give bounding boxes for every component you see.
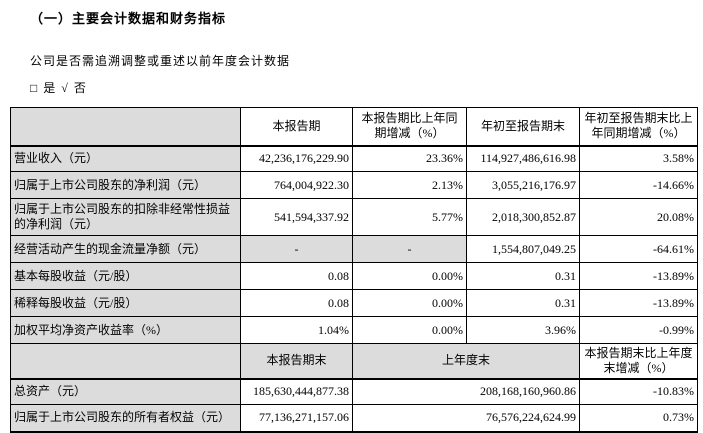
restatement-answer: □ 是 √ 否: [30, 79, 703, 96]
metric-value: -: [240, 235, 353, 263]
metric-label: 归属于上市公司股东的净利润（元）: [10, 171, 241, 199]
metric-label: 归属于上市公司股东的扣除非经常性损益的净利润（元）: [10, 198, 241, 236]
table-row-shareholders-equity: 归属于上市公司股东的所有者权益（元） 77,136,271,157.06 76,…: [10, 404, 698, 433]
metric-label: 加权平均净资产收益率（%）: [10, 316, 241, 344]
check-mark-icon: √: [61, 81, 68, 95]
metric-label: 营业收入（元）: [10, 145, 241, 172]
metric-value: 0.73%: [579, 404, 698, 433]
metric-value: 3,055,216,176.97: [466, 171, 580, 199]
metric-value: 23.36%: [352, 145, 467, 172]
metric-value: 77,136,271,157.06: [240, 404, 353, 433]
table-row-basic-eps: 基本每股收益（元/股） 0.08 0.00% 0.31 -13.89%: [10, 262, 698, 290]
metric-value: 0.31: [466, 262, 580, 290]
metric-value: 764,004,922.30: [240, 171, 353, 199]
table-row-net-profit: 归属于上市公司股东的净利润（元） 764,004,922.30 2.13% 3,…: [10, 171, 698, 199]
header-year-to-date: 年初至报告期末: [466, 107, 580, 147]
metric-value: -13.89%: [579, 262, 698, 290]
table-row-diluted-eps: 稀释每股收益（元/股） 0.08 0.00% 0.31 -13.89%: [10, 289, 698, 317]
metric-value: 2.13%: [352, 171, 467, 199]
financial-indicators-table: 本报告期 本报告期比上年同期增减（%） 年初至报告期末 年初至报告期末比上年同期…: [10, 107, 698, 433]
header-year-to-date-yoy-change: 年初至报告期末比上年同期增减（%）: [579, 107, 698, 147]
metric-label: 稀释每股收益（元/股）: [10, 289, 241, 317]
metric-value: 114,927,486,616.98: [466, 145, 580, 172]
metric-value: -13.89%: [579, 289, 698, 317]
metric-value: 541,594,337.92: [240, 198, 353, 236]
metric-value: -64.61%: [579, 235, 698, 263]
metric-value: 1.04%: [240, 316, 353, 344]
yes-label: 是: [43, 81, 56, 95]
metric-value: 0.00%: [352, 316, 467, 344]
metric-value: -: [352, 235, 467, 263]
header-current-period-yoy-change: 本报告期比上年同期增减（%）: [352, 107, 467, 147]
metric-value: 208,168,160,960.86: [352, 378, 580, 405]
metric-label: 归属于上市公司股东的所有者权益（元）: [10, 404, 241, 433]
metric-value: 0.00%: [352, 289, 467, 317]
metric-value: -10.83%: [579, 378, 698, 405]
table-row-total-assets: 总资产（元） 185,630,444,877.38 208,168,160,96…: [10, 378, 698, 405]
table-row-net-profit-excl-nonrecurring: 归属于上市公司股东的扣除非经常性损益的净利润（元） 541,594,337.92…: [10, 198, 698, 236]
restatement-question: 公司是否需追溯调整或重述以前年度会计数据: [30, 54, 291, 68]
metric-value: 185,630,444,877.38: [240, 378, 353, 405]
metric-value: 1,554,807,049.25: [466, 235, 580, 263]
metric-value: 3.58%: [579, 145, 698, 172]
metric-value: 2,018,300,852.87: [466, 198, 580, 236]
metric-value: 3.96%: [466, 316, 580, 344]
metric-value: 0.08: [240, 289, 353, 317]
metric-value: 20.08%: [579, 198, 698, 236]
metric-value: 0.08: [240, 262, 353, 290]
metric-label: 经营活动产生的现金流量净额（元）: [10, 235, 241, 263]
table-header-top: 本报告期 本报告期比上年同期增减（%） 年初至报告期末 年初至报告期末比上年同期…: [10, 107, 698, 147]
page-title: （一）主要会计数据和财务指标: [30, 11, 227, 26]
table-header-bottom: 本报告期末 上年度末 本报告期末比上年度末增减（%）: [10, 343, 698, 380]
metric-label: 基本每股收益（元/股）: [10, 262, 241, 290]
header-period-end-change: 本报告期末比上年度末增减（%）: [579, 343, 698, 380]
table-row-revenue: 营业收入（元） 42,236,176,229.90 23.36% 114,927…: [10, 145, 698, 172]
no-label: 否: [73, 81, 86, 95]
header-current-period: 本报告期: [240, 107, 353, 147]
metric-value: 5.77%: [352, 198, 467, 236]
header-end-of-period: 本报告期末: [240, 343, 353, 380]
table-row-operating-cash-flow: 经营活动产生的现金流量净额（元） - - 1,554,807,049.25 -6…: [10, 235, 698, 263]
metric-value: -0.99%: [579, 316, 698, 344]
checkbox-unchecked-icon: □: [30, 81, 38, 95]
metric-value: 42,236,176,229.90: [240, 145, 353, 172]
metric-value: 0.31: [466, 289, 580, 317]
metric-value: 0.00%: [352, 262, 467, 290]
header-blank-cell: [10, 107, 241, 147]
metric-value: -14.66%: [579, 171, 698, 199]
table-row-weighted-avg-roe: 加权平均净资产收益率（%） 1.04% 0.00% 3.96% -0.99%: [10, 316, 698, 344]
metric-label: 总资产（元）: [10, 378, 241, 405]
header-blank-cell: [10, 343, 241, 380]
metric-value: 76,576,224,624.99: [352, 404, 580, 433]
header-end-of-prior-year: 上年度末: [352, 343, 580, 380]
